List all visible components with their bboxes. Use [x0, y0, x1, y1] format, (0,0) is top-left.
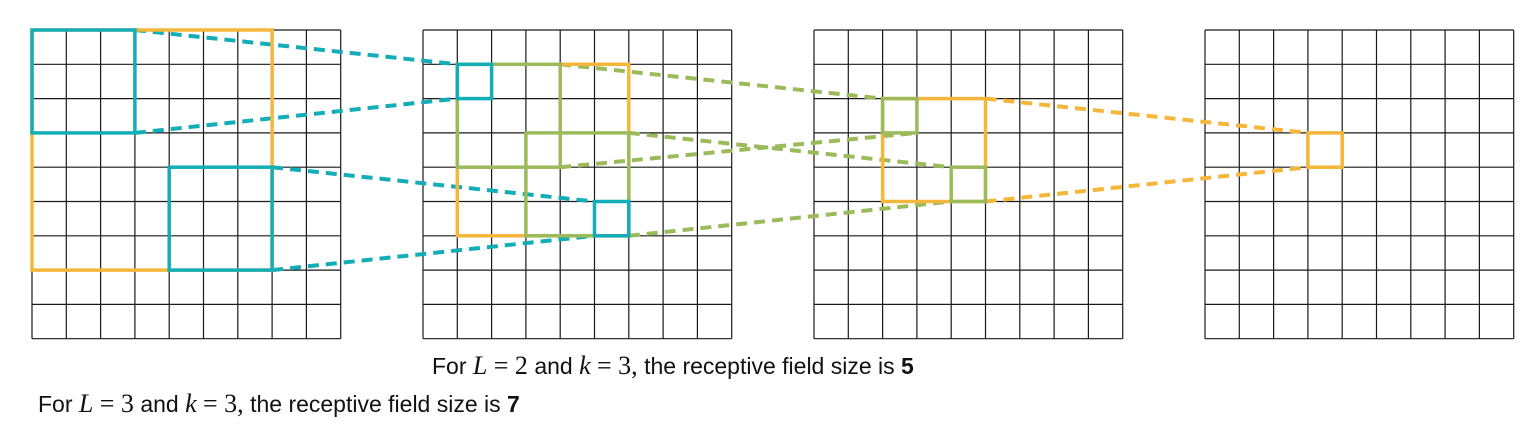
caption-l3: For L = 3 and k = 3, the receptive field…: [38, 390, 520, 418]
receptive-box-teal: [592, 199, 631, 238]
caption-l2-and: and: [534, 353, 573, 379]
caption-l2-prefix: For: [432, 353, 467, 379]
connector-green: [559, 62, 883, 101]
grid-1: [31, 29, 342, 340]
connector-teal: [134, 96, 458, 135]
receptive-field-diagram: [30, 28, 1515, 340]
connector-teal: [134, 28, 458, 67]
grid-2: [422, 29, 733, 340]
caption-l3-eq-l: = 3: [99, 389, 134, 418]
caption-l3-suffix: the receptive field size is: [250, 391, 501, 417]
caption-l2-value: 5: [901, 353, 914, 379]
caption-l3-var-k: k: [185, 389, 197, 418]
caption-l3-eq-k: = 3,: [203, 389, 244, 418]
dashed-connectors: [134, 28, 1309, 273]
caption-l3-var-l: L: [78, 389, 94, 418]
connector-green: [628, 199, 952, 238]
caption-l2-eq-k: = 3,: [597, 351, 638, 380]
connector-green: [628, 130, 952, 170]
receptive-box-orange: [880, 96, 988, 204]
connector-green: [560, 130, 918, 170]
connector-orange: [985, 165, 1309, 204]
connector-orange: [985, 96, 1309, 135]
grid-4: [1204, 29, 1515, 340]
receptive-box-green: [949, 165, 988, 204]
grid-3: [813, 29, 1124, 340]
feature-map-grids: [31, 29, 1515, 340]
caption-l2-eq-l: = 2: [493, 351, 528, 380]
caption-l3-value: 7: [507, 391, 520, 417]
receptive-box-orange: [1306, 131, 1344, 169]
receptive-box-teal: [455, 62, 494, 101]
receptive-box-orange: [30, 28, 274, 272]
receptive-box-orange: [455, 62, 631, 238]
caption-l2-var-k: k: [579, 351, 591, 380]
receptive-box-teal: [30, 28, 137, 135]
connector-teal: [271, 233, 595, 273]
receptive-box-green: [524, 131, 631, 238]
receptive-box-green: [880, 96, 919, 135]
receptive-field-boxes: [30, 28, 1344, 272]
caption-l3-prefix: For: [38, 391, 73, 417]
caption-l2-var-l: L: [472, 351, 488, 380]
caption-l2-suffix: the receptive field size is: [644, 353, 895, 379]
receptive-box-green: [455, 62, 562, 169]
receptive-box-teal: [167, 165, 274, 272]
connector-teal: [271, 165, 595, 204]
caption-l3-and: and: [140, 391, 179, 417]
caption-l2: For L = 2 and k = 3, the receptive field…: [432, 352, 914, 380]
